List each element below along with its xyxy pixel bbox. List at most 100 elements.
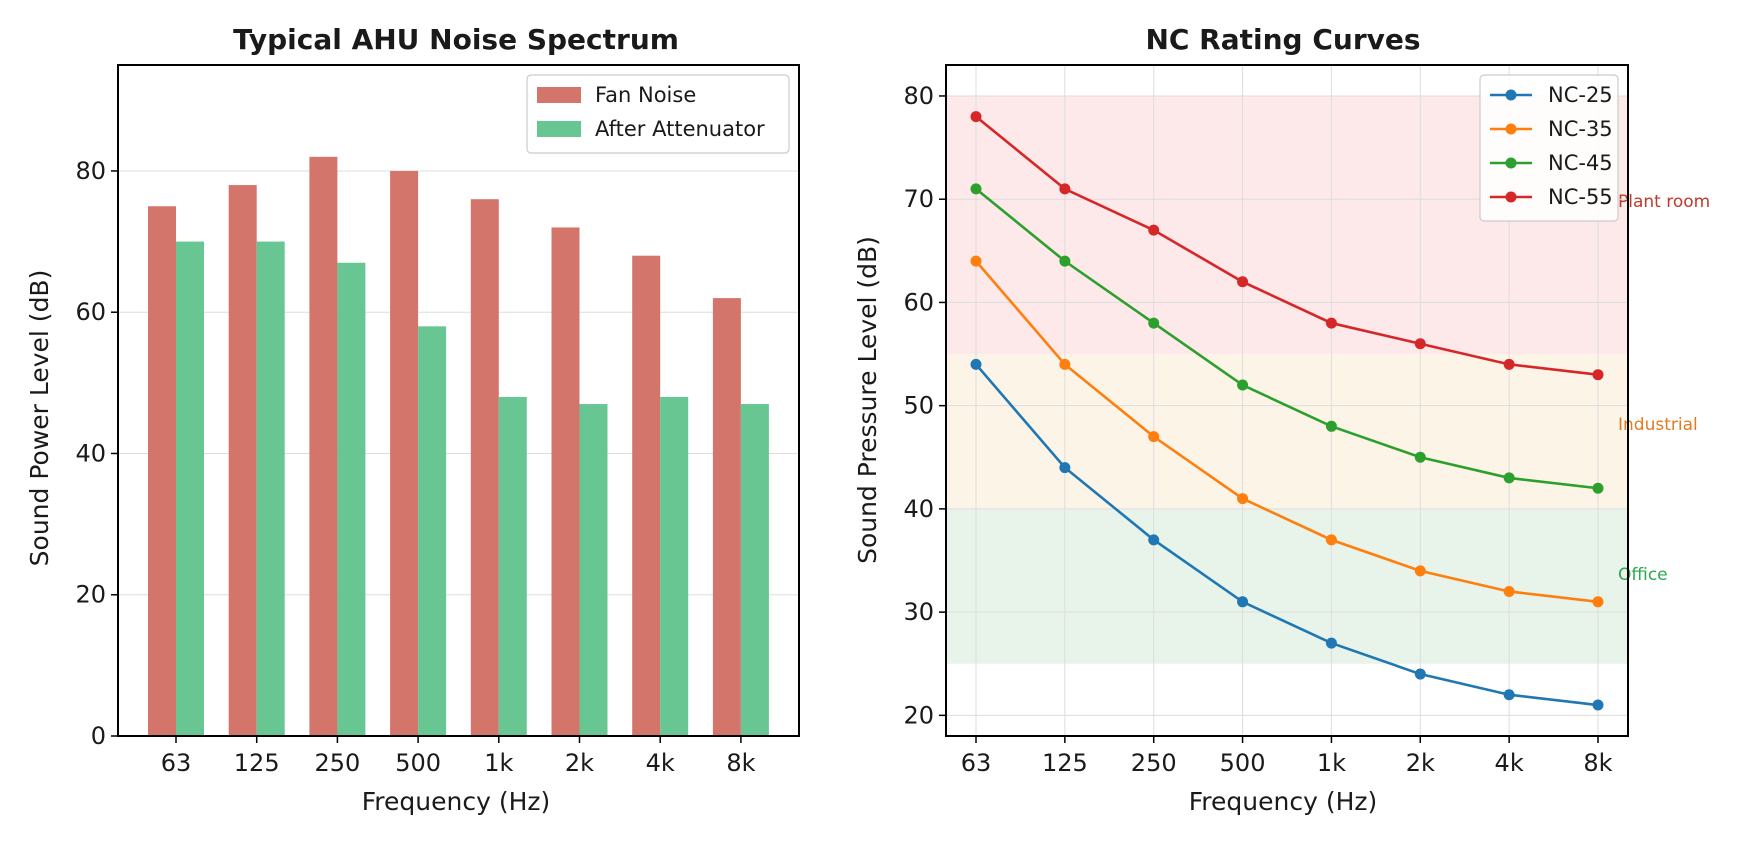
data-point-nc-35 <box>970 255 982 267</box>
data-point-nc-45 <box>1414 451 1426 463</box>
bar-after-attenuator <box>498 396 527 736</box>
x-axis-label: Frequency (Hz) <box>362 787 551 816</box>
data-point-nc-35 <box>1148 431 1160 443</box>
plot-frame <box>117 64 800 737</box>
chart-title: Typical AHU Noise Spectrum <box>233 23 679 56</box>
legend-box <box>526 74 790 154</box>
zone-label: Office <box>1618 565 1668 585</box>
data-point-nc-55 <box>1503 358 1515 370</box>
x-tick-label: 4k <box>1495 749 1524 777</box>
zone-band <box>946 354 1628 509</box>
legend: Fan Noise After Attenuator <box>526 74 790 154</box>
y-tick-label: 20 <box>903 701 934 729</box>
x-tick-label: 2k <box>1406 749 1435 777</box>
bar-fan-noise <box>148 206 176 736</box>
y-tick-label: 50 <box>903 392 934 420</box>
plot-frame <box>945 64 1629 737</box>
data-point-nc-35 <box>1325 534 1337 546</box>
legend-label: After Attenuator <box>595 117 765 141</box>
data-point-nc-35 <box>1414 565 1426 577</box>
x-tick-label: 125 <box>234 749 280 777</box>
y-tick-label: 20 <box>75 581 106 609</box>
data-point-nc-25 <box>1414 668 1426 680</box>
bar-after-attenuator <box>660 396 689 736</box>
x-tick-label: 4k <box>646 749 675 777</box>
series-line-nc-55 <box>975 115 1599 376</box>
data-point-nc-55 <box>970 111 982 123</box>
legend-label: NC-35 <box>1548 117 1613 141</box>
bar-fan-noise <box>228 185 257 737</box>
y-tick-label: 60 <box>75 298 106 326</box>
legend-marker <box>1505 191 1517 203</box>
legend-label: NC-55 <box>1548 185 1613 209</box>
y-tick-label: 40 <box>903 495 934 523</box>
data-point-nc-55 <box>1148 224 1160 236</box>
data-point-nc-25 <box>1059 462 1071 474</box>
y-tick-label: 70 <box>903 185 934 213</box>
y-tick-label: 0 <box>91 722 106 750</box>
legend-marker <box>1505 89 1517 101</box>
zone-label: Industrial <box>1618 415 1698 435</box>
bar-after-attenuator <box>337 262 366 736</box>
data-point-nc-25 <box>1148 534 1160 546</box>
data-point-nc-25 <box>1237 596 1249 608</box>
bar-after-attenuator <box>176 241 204 736</box>
data-point-nc-45 <box>1592 482 1604 494</box>
legend-label: NC-25 <box>1548 83 1613 107</box>
x-tick-label: 63 <box>161 749 192 777</box>
x-tick-label: 8k <box>726 749 755 777</box>
data-point-nc-35 <box>1503 585 1515 597</box>
x-tick-label: 1k <box>484 749 513 777</box>
data-point-nc-25 <box>1592 699 1604 711</box>
bar-after-attenuator <box>418 326 447 736</box>
bar-after-attenuator <box>256 241 285 736</box>
y-axis-label: Sound Power Level (dB) <box>25 270 54 567</box>
data-point-nc-45 <box>970 183 982 195</box>
x-tick-label: 250 <box>1131 749 1177 777</box>
x-tick-label: 500 <box>395 749 441 777</box>
data-point-nc-55 <box>1059 183 1071 195</box>
x-tick-label: 8k <box>1583 749 1612 777</box>
data-point-nc-45 <box>1059 255 1071 267</box>
data-point-nc-55 <box>1414 338 1426 350</box>
bar-fan-noise <box>712 298 741 736</box>
bar-fan-noise <box>632 255 661 736</box>
data-point-nc-35 <box>1592 596 1604 608</box>
data-point-nc-25 <box>1325 637 1337 649</box>
data-point-nc-55 <box>1592 369 1604 381</box>
bar-fan-noise <box>551 227 580 736</box>
x-axis-label: Frequency (Hz) <box>1189 787 1378 816</box>
series-line-nc-45 <box>975 187 1599 490</box>
noise-spectrum-chart: Typical AHU Noise Spectrum 0 20 40 60 80 63 1… <box>25 23 800 816</box>
legend-label: NC-45 <box>1548 151 1613 175</box>
data-point-nc-25 <box>970 358 982 370</box>
x-tick-label: 500 <box>1220 749 1266 777</box>
data-point-nc-35 <box>1059 358 1071 370</box>
x-tick-label: 2k <box>565 749 594 777</box>
legend-marker <box>1505 157 1517 169</box>
x-tick-label: 250 <box>314 749 360 777</box>
y-tick-label: 60 <box>903 288 934 316</box>
data-point-nc-35 <box>1237 493 1249 505</box>
series-line-nc-35 <box>975 260 1599 604</box>
legend-marker <box>1505 123 1517 135</box>
legend-swatch <box>537 121 581 137</box>
y-tick-label: 80 <box>75 157 106 185</box>
bar-fan-noise <box>390 170 419 736</box>
y-tick-label: 30 <box>903 598 934 626</box>
y-tick-label: 40 <box>75 439 106 467</box>
legend-box <box>1479 74 1619 222</box>
x-tick-label: 125 <box>1042 749 1088 777</box>
bar-after-attenuator <box>579 404 608 736</box>
zone-label: Plant room <box>1618 192 1710 212</box>
data-point-nc-25 <box>1503 689 1515 701</box>
legend-label: Fan Noise <box>595 83 696 107</box>
x-tick-label: 63 <box>961 749 992 777</box>
y-axis-label: Sound Pressure Level (dB) <box>853 236 882 564</box>
bar-fan-noise <box>309 156 338 737</box>
nc-rating-chart: NC Rating Curves Office Industrial Plant r… <box>853 23 1710 816</box>
legend-swatch <box>537 87 581 103</box>
x-tick-label: 1k <box>1317 749 1346 777</box>
data-point-nc-55 <box>1325 317 1337 329</box>
